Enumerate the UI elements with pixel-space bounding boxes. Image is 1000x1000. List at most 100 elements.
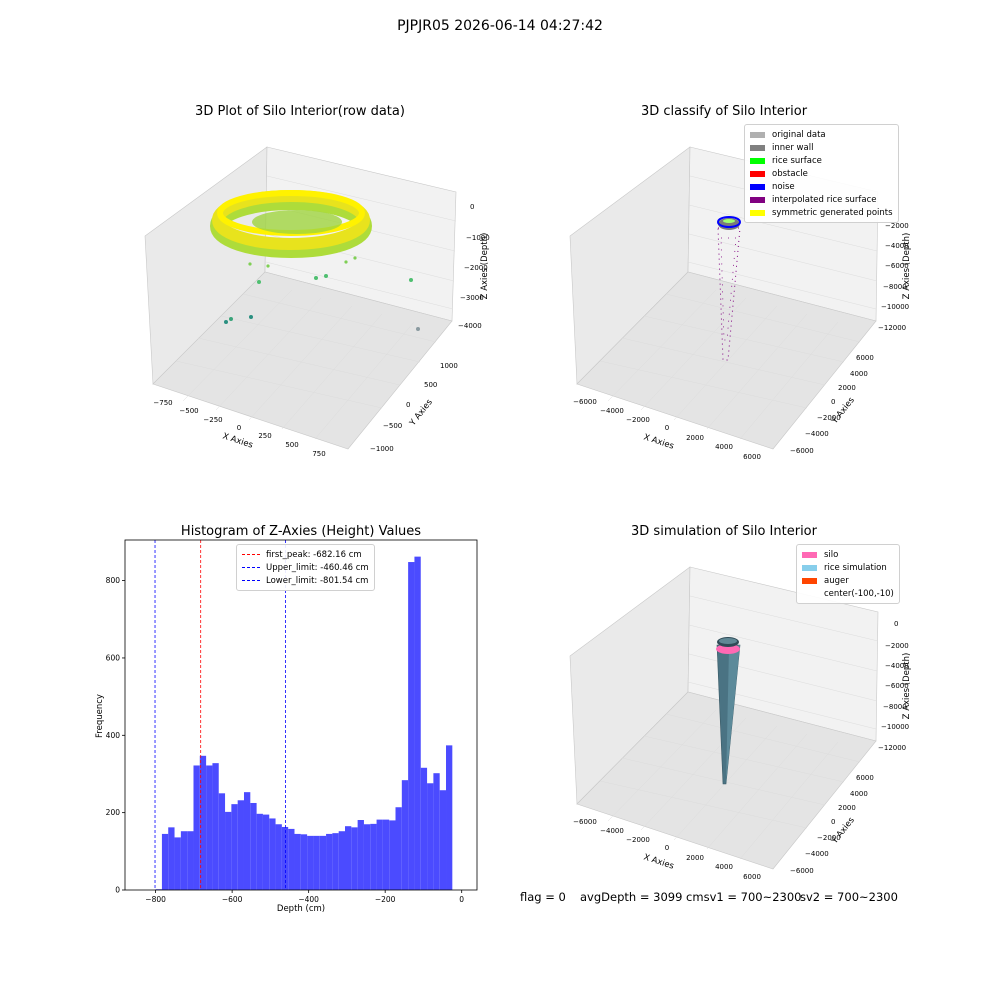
p4-ytick-4: 2000 (838, 804, 856, 812)
p2-xtick-1: −4000 (600, 407, 624, 415)
histogram-bar (187, 831, 194, 890)
legend-label: Lower_limit: -801.54 cm (266, 575, 369, 586)
histogram-ylabel: Frequency (95, 694, 105, 738)
p2-ztick-4: −10000 (881, 303, 909, 311)
p4-ztick-1: −2000 (885, 642, 909, 650)
legend-swatch (750, 209, 765, 216)
legend-item-rice-surface: rice surface (750, 154, 893, 167)
legend-swatch (802, 564, 817, 571)
p4-ztick-3: −6000 (885, 682, 909, 690)
legend-swatch (750, 157, 765, 164)
histogram-bar (433, 773, 440, 890)
legend-swatch (750, 144, 765, 151)
p1-ytick-2: 0 (406, 401, 410, 409)
histogram-bar (357, 820, 364, 890)
p4-xtick-2: −2000 (626, 836, 650, 844)
p1-xlabel: X Axies (221, 431, 254, 450)
legend-item-center: center(-100,-10) (802, 587, 894, 600)
histogram-bar (395, 807, 402, 890)
histogram-bar (376, 819, 383, 890)
histogram-x-ticks: −800 −600 −400 −200 0 (145, 890, 464, 904)
p4-ytick-2: −2000 (817, 834, 841, 842)
p2-xtick-5: 4000 (715, 443, 733, 451)
legend-label: rice simulation (824, 562, 887, 573)
legend-item-inner-wall: inner wall (750, 141, 893, 154)
p4-ztick-0: 0 (894, 620, 898, 628)
histogram-bar (300, 834, 308, 890)
histogram-reference-lines (154, 540, 286, 890)
p4-xlabel: X Axies (642, 852, 675, 871)
legend-item-silo: silo (802, 548, 894, 561)
panel4-simulation-cone (716, 637, 741, 785)
p4-xtick-1: −4000 (600, 827, 624, 835)
legend-swatch (750, 196, 765, 203)
panel1-title: 3D Plot of Silo Interior(row data) (195, 104, 405, 119)
histogram-bar (446, 745, 453, 890)
histogram-bar (193, 765, 200, 890)
histogram-bars (155, 556, 453, 890)
p2-xtick-3: 0 (665, 424, 669, 432)
p4-xtick-4: 2000 (686, 854, 704, 862)
histogram-ytick-label: 0 (115, 886, 120, 895)
legend-item-upper-limit: Upper_limit: -460.46 cm (242, 561, 369, 574)
legend-item-obstacle: obstacle (750, 167, 893, 180)
histogram-bar (231, 804, 238, 890)
p1-ztick-4: −4000 (458, 322, 482, 330)
panel1-scatter-ring (210, 190, 420, 331)
histogram-bar (427, 783, 434, 890)
legend-line (242, 554, 260, 555)
p4-xtick-6: 6000 (743, 873, 761, 881)
p4-zlabel: Z Axies (Depth) (902, 653, 912, 720)
histogram-bar (180, 831, 188, 890)
legend-item-interpolated-rice-surface: interpolated rice surface (750, 193, 893, 206)
p4-xtick-0: −6000 (573, 818, 597, 826)
p4-ztick-5: −10000 (881, 723, 909, 731)
panel3-title: Histogram of Z-Axies (Height) Values (180, 524, 422, 539)
p1-ztick-3: −3000 (460, 294, 484, 302)
histogram-xtick-label: −600 (222, 895, 243, 904)
legend-swatch (802, 591, 817, 597)
panel1-ticks: −750 −500 −250 0 250 500 750 −1000 −500 … (153, 203, 489, 458)
p1-ztick-0: 0 (470, 203, 474, 211)
panel4-3d-plot: −6000 −4000 −2000 0 2000 4000 6000 −6000… (569, 566, 912, 881)
histogram-bar (275, 824, 282, 890)
histogram-xtick-label: 0 (459, 895, 464, 904)
legend-item-lower-limit: Lower_limit: -801.54 cm (242, 574, 369, 587)
histogram-bar (420, 767, 428, 890)
panel2-title: 3D classify of Silo Interior (640, 104, 808, 119)
panel2-ticks: −6000 −4000 −2000 0 2000 4000 6000 −6000… (573, 222, 909, 461)
legend-label: silo (824, 549, 839, 560)
p4-ytick-5: 4000 (850, 790, 868, 798)
legend-label: inner wall (772, 142, 814, 153)
histogram-bar (212, 763, 219, 890)
p4-ytick-1: −4000 (805, 850, 829, 858)
p2-ytick-0: −6000 (790, 447, 814, 455)
histogram-bar (281, 826, 289, 890)
p2-xtick-2: −2000 (626, 416, 650, 424)
histogram-bar (313, 835, 320, 890)
p4-xtick-3: 0 (665, 844, 669, 852)
legend-label: original data (772, 129, 826, 140)
histogram-bar (269, 818, 276, 890)
sv2-text: sv2 = 700~2300 (800, 890, 898, 904)
histogram-bar (439, 790, 447, 890)
legend-label: center(-100,-10) (824, 588, 894, 599)
panel1-3d-plot: −750 −500 −250 0 250 500 750 −1000 −500 … (144, 146, 490, 458)
p2-ytick-2: −2000 (817, 414, 841, 422)
p1-ytick-3: 500 (424, 381, 437, 389)
legend-label: obstacle (772, 168, 808, 179)
histogram-bar (294, 833, 301, 890)
legend-swatch (750, 131, 765, 138)
histogram-bar (414, 556, 421, 890)
histogram-bar (237, 800, 244, 890)
histogram-bar (363, 824, 371, 890)
histogram-bar (351, 827, 358, 890)
p4-ztick-2: −4000 (885, 662, 909, 670)
histogram-bar (262, 814, 270, 890)
p1-ylabel: Y Axies (407, 397, 435, 429)
p1-xtick-2: −250 (203, 416, 222, 424)
p1-xtick-1: −500 (179, 407, 198, 415)
p2-ytick-4: 2000 (838, 384, 856, 392)
legend-item-rice-simulation: rice simulation (802, 561, 894, 574)
histogram-bar (338, 831, 345, 890)
